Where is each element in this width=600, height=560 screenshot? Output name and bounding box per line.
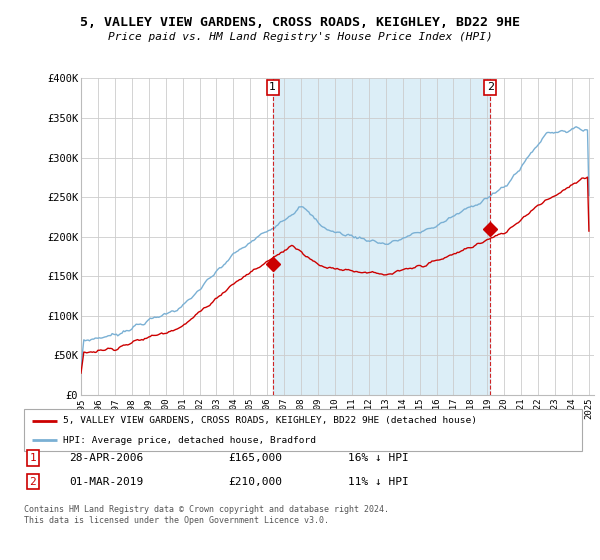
Text: 11% ↓ HPI: 11% ↓ HPI — [348, 477, 409, 487]
Text: 2: 2 — [487, 82, 494, 92]
Text: 1: 1 — [29, 453, 37, 463]
Text: 5, VALLEY VIEW GARDENS, CROSS ROADS, KEIGHLEY, BD22 9HE: 5, VALLEY VIEW GARDENS, CROSS ROADS, KEI… — [80, 16, 520, 29]
Text: £210,000: £210,000 — [228, 477, 282, 487]
Bar — [273, 78, 490, 395]
Text: 16% ↓ HPI: 16% ↓ HPI — [348, 453, 409, 463]
Text: 01-MAR-2019: 01-MAR-2019 — [69, 477, 143, 487]
Text: Contains HM Land Registry data © Crown copyright and database right 2024.
This d: Contains HM Land Registry data © Crown c… — [24, 505, 389, 525]
Text: 1: 1 — [269, 82, 277, 92]
Text: HPI: Average price, detached house, Bradford: HPI: Average price, detached house, Brad… — [63, 436, 316, 445]
Text: Price paid vs. HM Land Registry's House Price Index (HPI): Price paid vs. HM Land Registry's House … — [107, 32, 493, 43]
Text: 5, VALLEY VIEW GARDENS, CROSS ROADS, KEIGHLEY, BD22 9HE (detached house): 5, VALLEY VIEW GARDENS, CROSS ROADS, KEI… — [63, 416, 477, 425]
Text: 2: 2 — [29, 477, 37, 487]
Text: £165,000: £165,000 — [228, 453, 282, 463]
Text: 28-APR-2006: 28-APR-2006 — [69, 453, 143, 463]
